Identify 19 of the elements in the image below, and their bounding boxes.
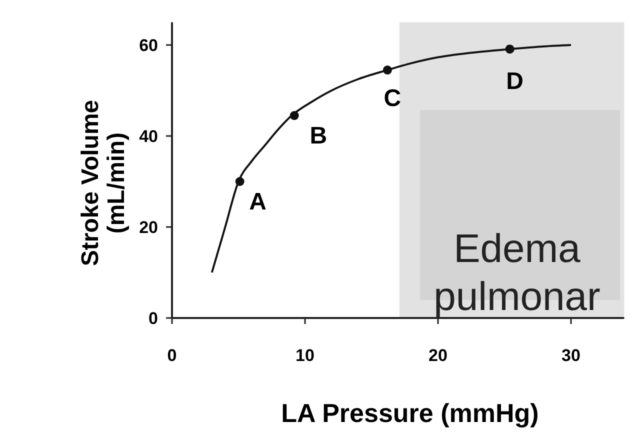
point	[235, 177, 244, 186]
y-tick-label: 20	[139, 218, 158, 237]
point	[382, 66, 392, 75]
annotation: D	[506, 68, 524, 96]
point	[505, 44, 514, 54]
annotation: A	[249, 188, 266, 216]
point	[290, 111, 299, 120]
x-tick-label: 10	[296, 346, 314, 365]
x-tick-label: 30	[562, 346, 580, 365]
x-axis-title: LA Pressure (mmHg)	[281, 398, 539, 428]
annotation: Edema pulmonar	[434, 227, 600, 319]
annotation: B	[310, 122, 328, 150]
y-tick-label: 0	[148, 309, 158, 328]
y-tick-label: 60	[139, 36, 158, 55]
annotation: C	[384, 85, 402, 112]
x-tick-label: 0	[167, 346, 177, 365]
y-tick-label: 40	[139, 127, 158, 146]
x-tick-label: 20	[428, 346, 448, 365]
y-axis-title: Stroke Volume (mL/min)	[77, 100, 130, 266]
